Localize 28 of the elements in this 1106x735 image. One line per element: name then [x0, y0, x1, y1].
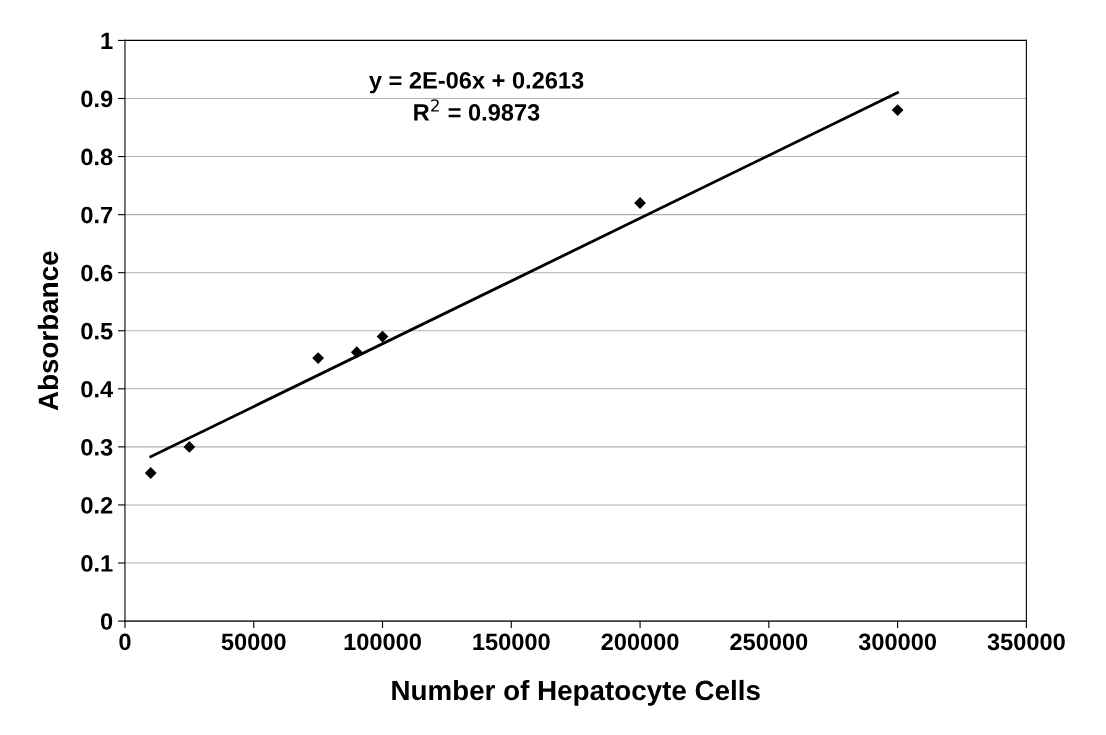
point	[145, 467, 157, 479]
x-axis-title: Number of Hepatocyte Cells	[392, 679, 760, 706]
y-tick-label: 0.7	[81, 206, 113, 224]
y-axis-title: Absorbance	[37, 251, 59, 411]
x-tick-label: 0	[119, 633, 131, 651]
x-tick-label: 100000	[344, 633, 421, 651]
x-tick-label: 250000	[730, 633, 808, 651]
y-tick-label: 0.6	[81, 264, 113, 282]
y-tick-label: 0.3	[81, 438, 113, 456]
y-tick-label: 0.8	[81, 148, 113, 166]
point	[891, 104, 904, 116]
x-tick-label: 200000	[601, 633, 679, 651]
x-tick-label: 50000	[221, 633, 286, 651]
point	[183, 441, 195, 453]
y-tick-label: 0.2	[81, 497, 113, 514]
y-tick-label: 0.4	[81, 380, 114, 398]
y-tick-label: 1	[101, 32, 113, 49]
annotation: y = 2E-06x + 0.2613 R$^{2}$ = 0.9873	[369, 71, 584, 121]
x-tick-label: 300000	[858, 633, 937, 651]
y-tick-label: 0.1	[81, 555, 113, 572]
point	[312, 352, 324, 364]
x-tick-label: 350000	[987, 633, 1065, 651]
y-tick-label: 0.9	[81, 90, 113, 108]
y-tick-label: 0	[100, 613, 113, 630]
x-tick-label: 150000	[473, 633, 550, 651]
point	[351, 346, 363, 358]
point	[376, 330, 389, 343]
y-tick-label: 0.5	[81, 322, 113, 340]
